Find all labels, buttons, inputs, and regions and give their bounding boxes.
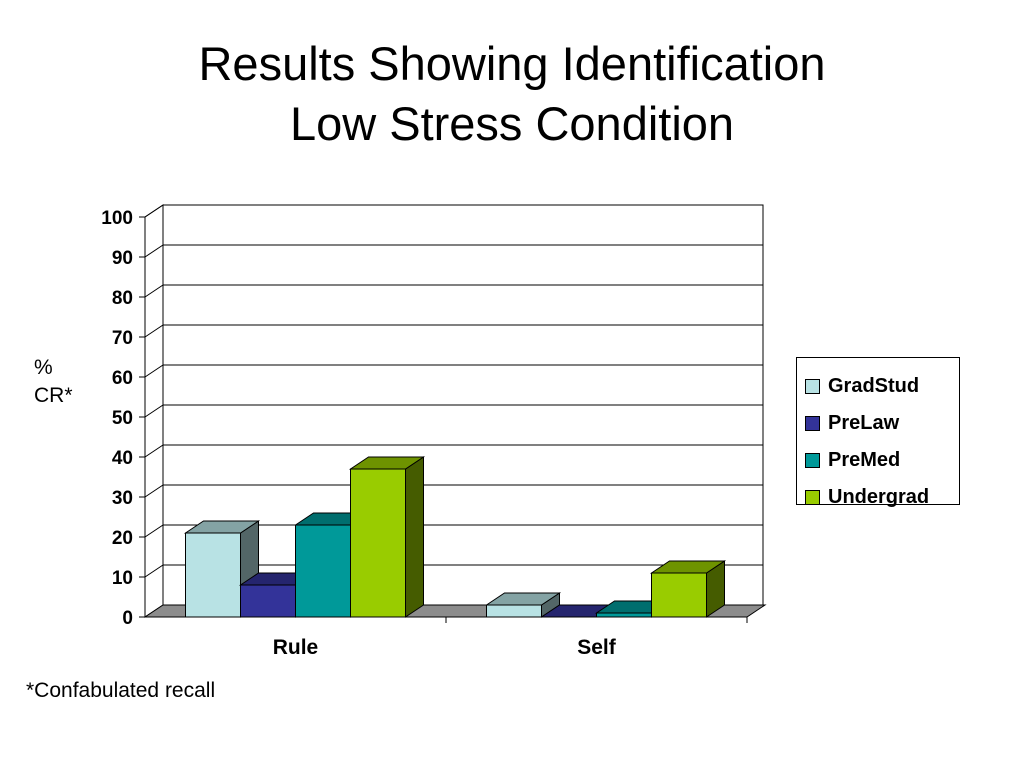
bar xyxy=(651,572,707,618)
bar xyxy=(295,524,351,618)
legend-label: PreLaw xyxy=(828,412,900,434)
legend-label: GradStud xyxy=(828,375,920,397)
gridline-side xyxy=(144,324,164,338)
y-tick-label: 40 xyxy=(112,448,133,469)
y-tick-label: 70 xyxy=(112,328,133,349)
y-axis-label: % CR* xyxy=(34,354,73,410)
gridline-side xyxy=(144,364,164,378)
bar xyxy=(596,612,652,618)
y-tick-label: 10 xyxy=(112,568,133,589)
y-tick-label: 30 xyxy=(112,488,133,509)
gridline-side xyxy=(144,244,164,258)
gridline-side xyxy=(144,404,164,418)
legend-item: PreMed xyxy=(805,442,959,479)
y-tick-label: 60 xyxy=(112,368,133,389)
title-line-2: Low Stress Condition xyxy=(289,97,735,150)
gridline-side xyxy=(144,444,164,458)
y-axis-label-line-1: % xyxy=(34,356,53,379)
y-tick-label: 90 xyxy=(112,248,133,269)
y-tick-label: 100 xyxy=(101,208,133,229)
gridline-side xyxy=(144,284,164,298)
x-category-label: Rule xyxy=(273,636,319,659)
legend-swatch xyxy=(805,416,820,431)
gridline-side xyxy=(144,564,164,578)
y-tick-label: 20 xyxy=(112,528,133,549)
bar-side xyxy=(405,456,424,618)
legend-item: GradStud xyxy=(805,368,959,405)
bar xyxy=(350,468,406,618)
bar xyxy=(185,532,241,618)
legend-label: PreMed xyxy=(828,449,901,471)
bar xyxy=(240,584,296,618)
y-tick-label: 0 xyxy=(122,608,133,629)
y-tick-label: 50 xyxy=(112,408,133,429)
title-line-1: Results Showing Identification xyxy=(198,37,826,90)
y-tick-label: 80 xyxy=(112,288,133,309)
legend-swatch xyxy=(805,453,820,468)
chart-legend: GradStud PreLaw PreMed Undergrad xyxy=(796,357,960,508)
legend-swatch xyxy=(805,490,820,505)
gridline-side xyxy=(144,484,164,498)
gridline-side xyxy=(144,204,164,218)
chart-title: Results Showing Identification Low Stres… xyxy=(0,34,1024,154)
legend-label: Undergrad xyxy=(828,486,930,508)
footnote: *Confabulated recall xyxy=(26,679,216,702)
gridline-side xyxy=(144,524,164,538)
legend-swatch xyxy=(805,379,820,394)
x-category-label: Self xyxy=(577,636,617,659)
bar xyxy=(486,604,542,618)
y-axis-label-line-2: CR* xyxy=(34,384,73,407)
legend-item: PreLaw xyxy=(805,405,959,442)
legend-item: Undergrad xyxy=(805,479,959,516)
